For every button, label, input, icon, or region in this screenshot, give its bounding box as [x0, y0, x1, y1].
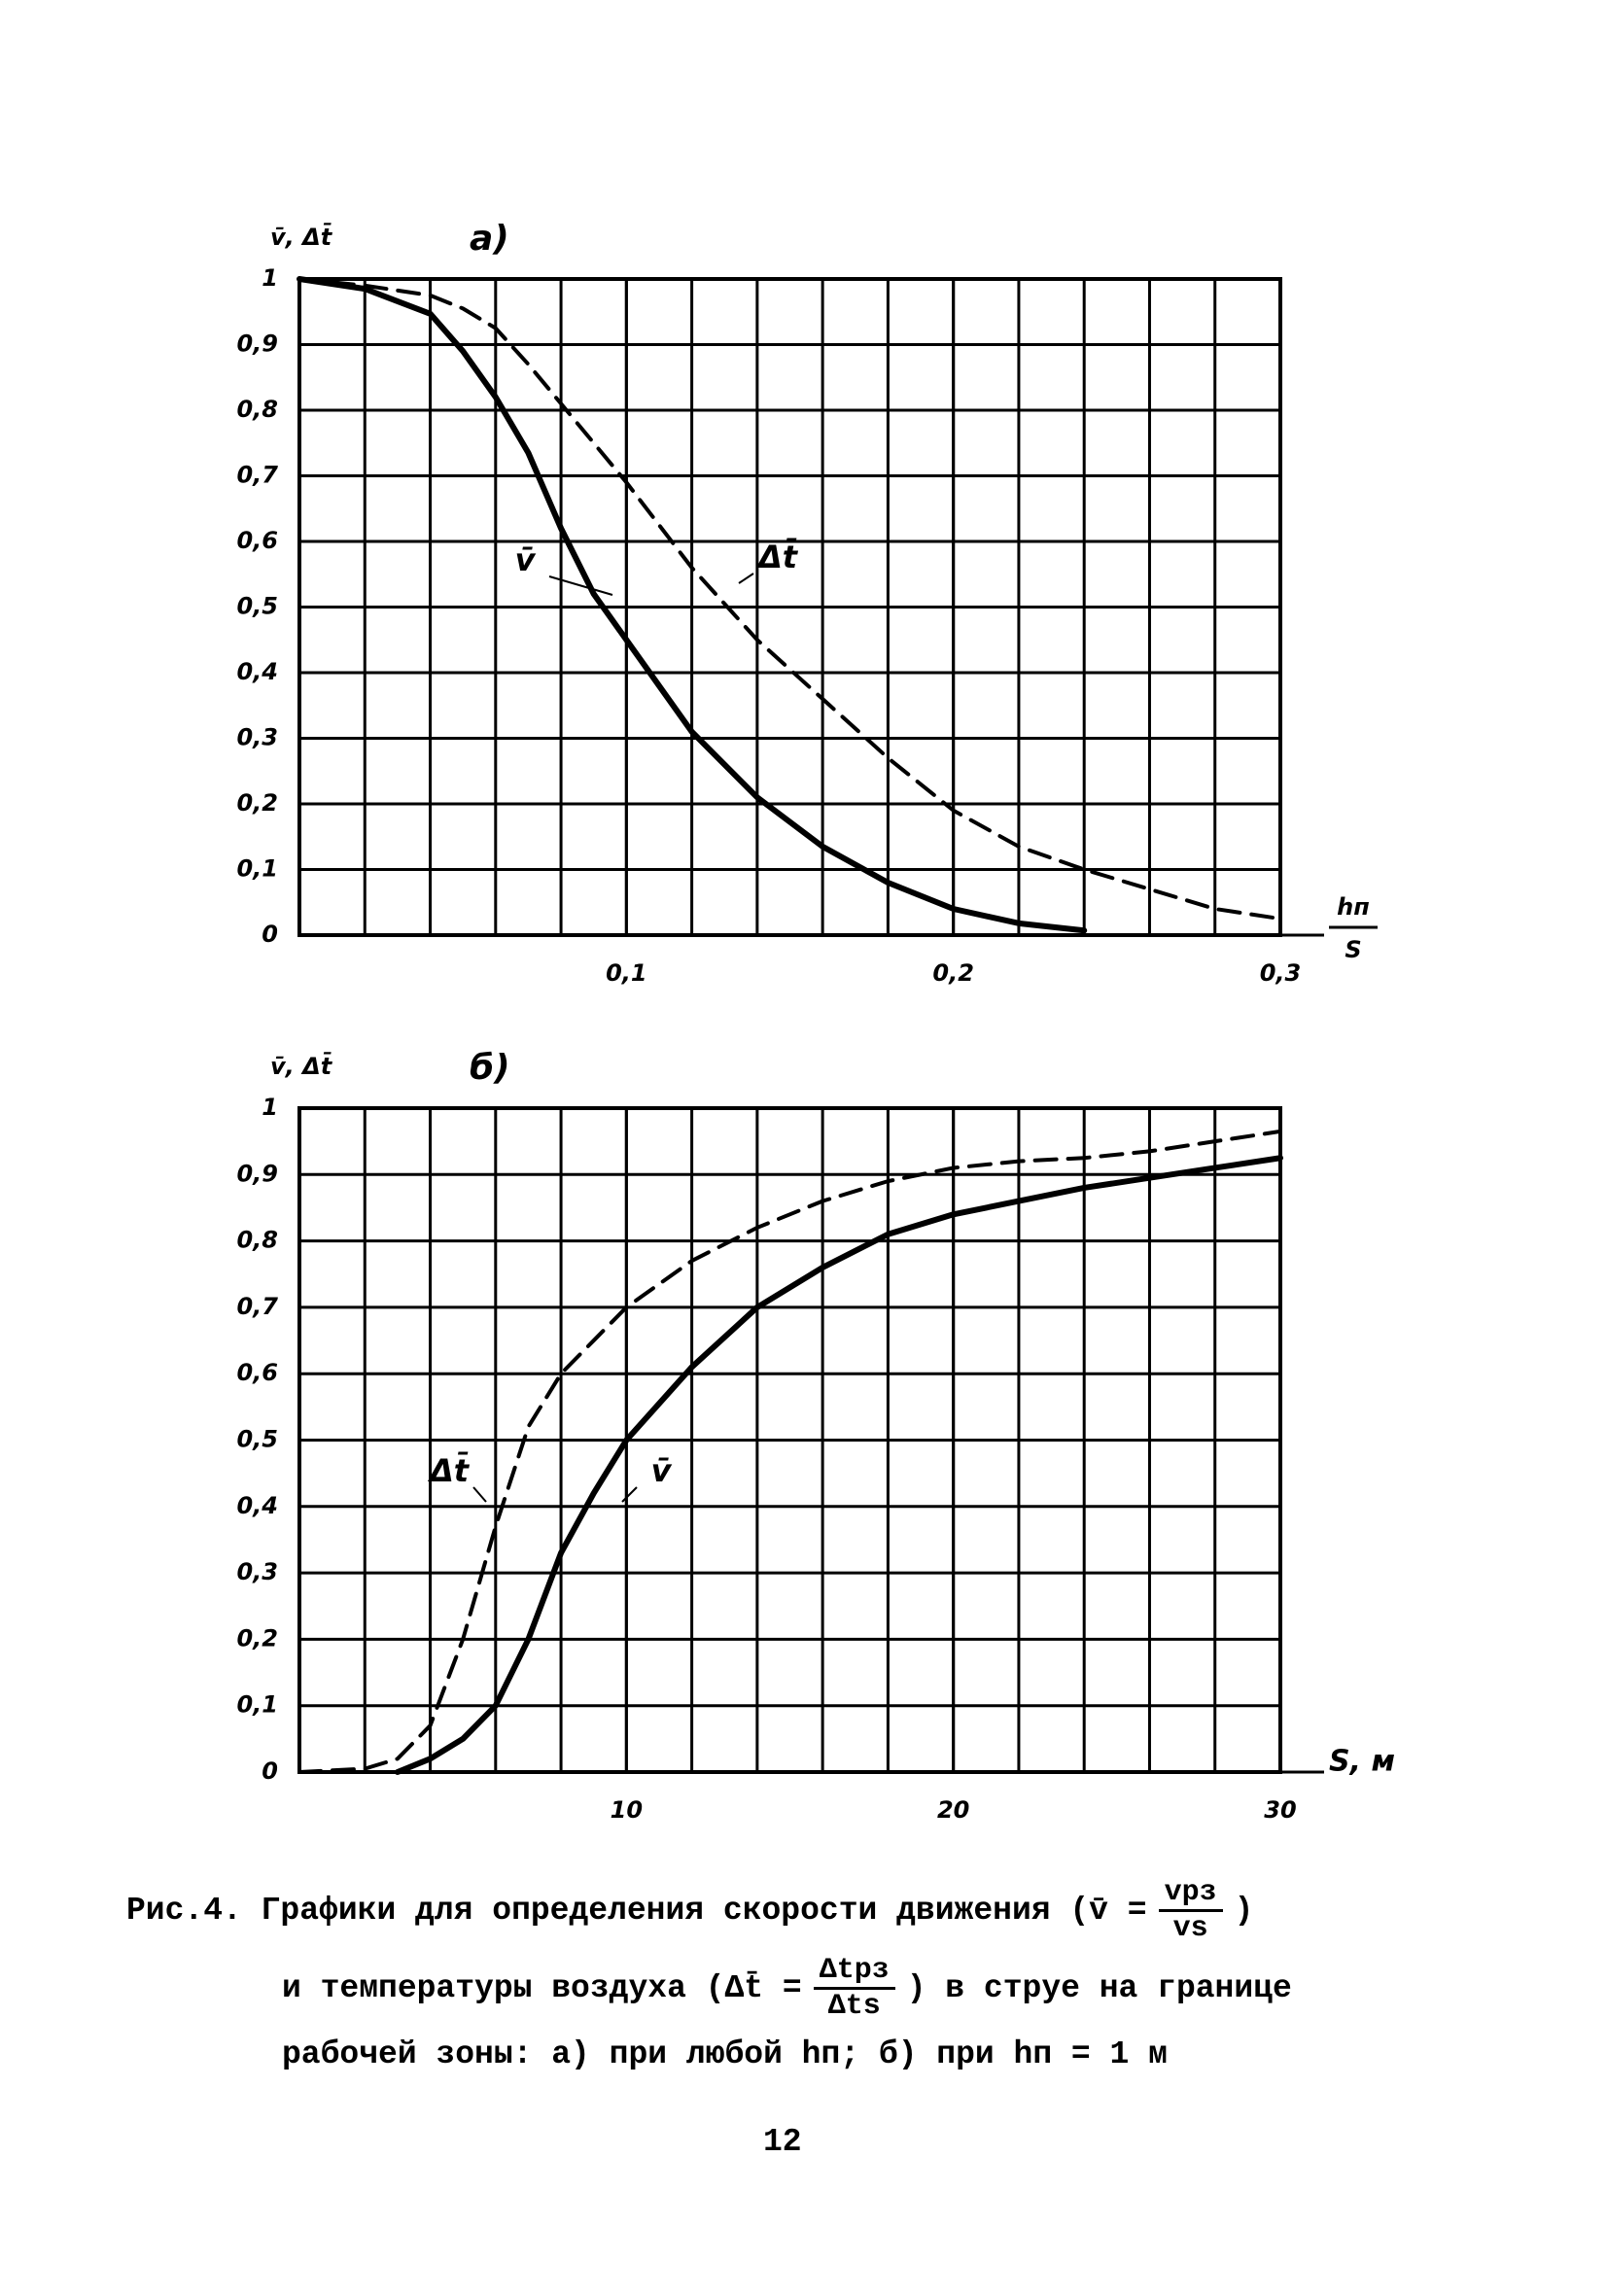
series-label: v̄	[515, 541, 537, 578]
y-tick-label: 0,6	[236, 527, 278, 554]
x-axis-label: hп	[1337, 893, 1370, 921]
label-leader	[621, 1486, 638, 1503]
caption-text: и температуры воздуха (Δt̄ =	[282, 1970, 802, 2006]
label-leader	[472, 1486, 487, 1503]
y-tick-label: 0,3	[236, 724, 278, 751]
charts: 0 0,1 0,2 0,3 0,4 0,5 0,6 0,7 0,8 0,9 1 0,1 0,2 0,3 а)…	[236, 219, 1395, 1824]
y-tick-label: 0,8	[236, 1227, 278, 1254]
y-tick-label: 0,2	[236, 1624, 278, 1652]
y-tick-label: 0,3	[236, 1558, 278, 1585]
denominator: Δts	[827, 1990, 881, 2023]
formula: Δtрз Δts	[813, 1954, 895, 2023]
x-tick-label: 0,1	[606, 959, 647, 987]
series-line	[297, 276, 1088, 934]
x-axis-label: S, м	[1329, 1745, 1395, 1779]
plot-frame	[297, 1106, 1282, 1774]
chart-title: а)	[470, 219, 509, 259]
numerator: vрз	[1158, 1876, 1223, 1912]
y-tick-label: 0,5	[236, 1426, 278, 1453]
x-tick-label: 0,3	[1260, 959, 1302, 987]
series-line	[297, 1129, 1282, 1774]
series-label: v̄	[651, 1452, 673, 1489]
numerator: Δtрз	[813, 1954, 895, 1990]
series-line	[297, 277, 1282, 922]
caption-line: Рис.4. Графики для определения скорости …	[126, 1876, 1253, 1945]
y-tick-label: 0,2	[236, 789, 278, 817]
y-tick-label: 0,1	[236, 1691, 278, 1719]
caption-text: Рис.4. Графики для определения скорости …	[126, 1893, 1147, 1929]
y-tick-label: 1	[262, 264, 278, 292]
y-tick-label: 0,7	[236, 1293, 278, 1320]
caption-text: рабочей зоны: а) при любой hп; б) при hп…	[282, 2036, 1168, 2072]
series-label: Δt̄	[427, 1452, 471, 1489]
y-tick-label: 0,4	[236, 1492, 278, 1519]
caption-text: )	[1234, 1893, 1254, 1929]
label-leader	[738, 573, 754, 584]
y-axis-label: v̄, Δt̄	[270, 222, 333, 251]
y-tick-label: 0,9	[236, 1160, 278, 1187]
x-tick-label: 20	[937, 1796, 969, 1824]
x-tick-label: 10	[611, 1796, 643, 1824]
y-tick-label: 0,1	[236, 855, 278, 883]
x-tick-label: 30	[1264, 1796, 1296, 1824]
caption-line: рабочей зоны: а) при любой hп; б) при hп…	[282, 2036, 1168, 2072]
label-leader	[548, 575, 613, 596]
y-tick-label: 0,8	[236, 396, 278, 423]
chart-title: б)	[470, 1048, 510, 1088]
caption-text: ) в струе на границе	[906, 1970, 1292, 2006]
series-label: Δt̄	[755, 539, 799, 575]
y-tick-label: 0	[262, 1757, 278, 1785]
y-tick-label: 0,6	[236, 1359, 278, 1386]
caption-line: и температуры воздуха (Δt̄ = Δtрз Δts ) в…	[282, 1954, 1292, 2023]
y-tick-label: 0,4	[236, 658, 278, 685]
y-tick-label: 0,5	[236, 593, 278, 620]
denominator: vs	[1172, 1912, 1208, 1945]
y-tick-label: 0,7	[236, 462, 278, 489]
y-axis-label: v̄, Δt̄	[270, 1051, 333, 1080]
y-tick-label: 0,9	[236, 330, 278, 358]
formula: vрз vs	[1158, 1876, 1223, 1945]
y-tick-label: 1	[262, 1094, 278, 1121]
series-line	[394, 1155, 1283, 1775]
y-tick-label: 0	[262, 921, 278, 948]
x-axis-label: S	[1345, 936, 1361, 963]
plot-frame	[297, 277, 1282, 937]
x-tick-label: 0,2	[932, 959, 974, 987]
page-number: 12	[763, 2124, 802, 2160]
